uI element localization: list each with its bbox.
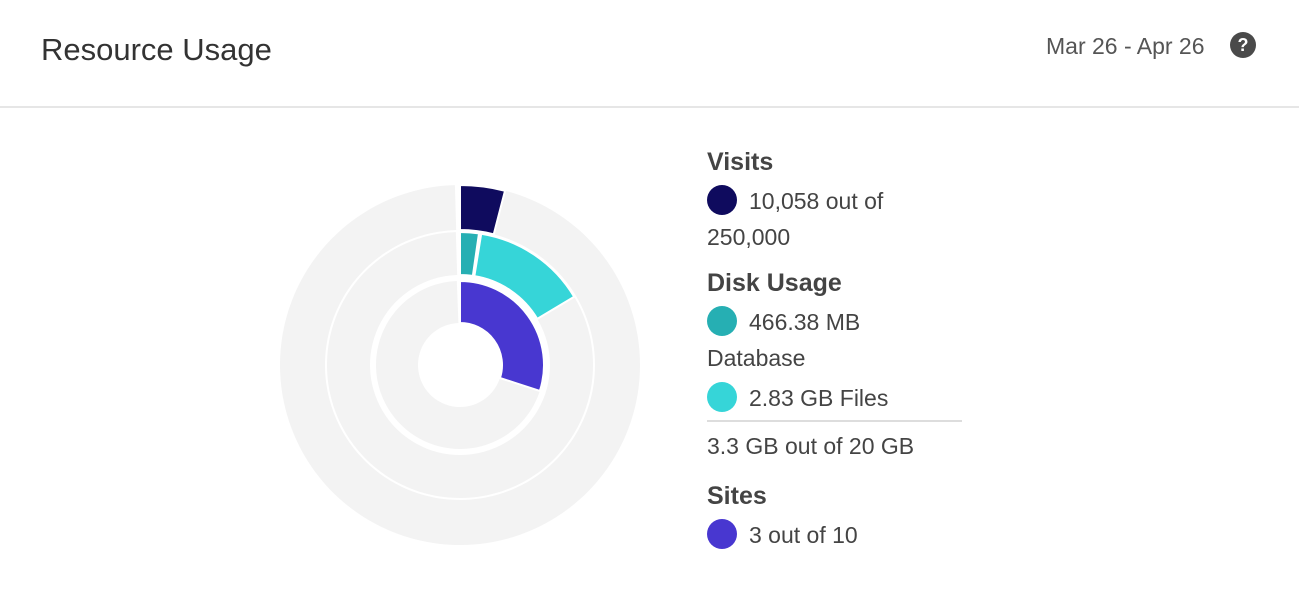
resource-donut-chart — [280, 183, 640, 545]
segment-visits — [459, 183, 507, 236]
visits-item: 10,058 out of 250,000 — [707, 183, 962, 255]
sites-value: 3 out of 10 — [749, 522, 858, 548]
database-value: 466.38 MB Database — [707, 309, 861, 371]
files-item: 2.83 GB Files — [707, 380, 962, 416]
legend: Visits 10,058 out of 250,000 Disk Usage … — [707, 148, 962, 553]
visits-value: 10,058 out of 250,000 — [707, 188, 884, 250]
sites-item: 3 out of 10 — [707, 517, 962, 553]
visits-heading: Visits — [707, 148, 774, 176]
files-value: 2.83 GB Files — [749, 385, 889, 411]
disk-heading: Disk Usage — [707, 269, 842, 297]
segment-database — [459, 230, 481, 278]
disk-total: 3.3 GB out of 20 GB — [707, 433, 915, 459]
sites-dot — [707, 518, 737, 549]
segment-files — [473, 232, 576, 321]
date-range[interactable]: Mar 26 - Apr 26 — [1046, 33, 1205, 59]
divider — [707, 420, 962, 422]
database-item: 466.38 MB Database — [707, 304, 962, 376]
visits-dot — [707, 184, 737, 215]
help-icon[interactable]: ? — [1230, 32, 1256, 58]
sites-heading: Sites — [707, 482, 767, 510]
database-dot — [707, 305, 737, 336]
files-dot — [707, 381, 737, 412]
header: Resource Usage Mar 26 - Apr 26 ? — [0, 0, 1299, 108]
segment-sites — [459, 279, 545, 393]
page-title: Resource Usage — [41, 32, 272, 67]
